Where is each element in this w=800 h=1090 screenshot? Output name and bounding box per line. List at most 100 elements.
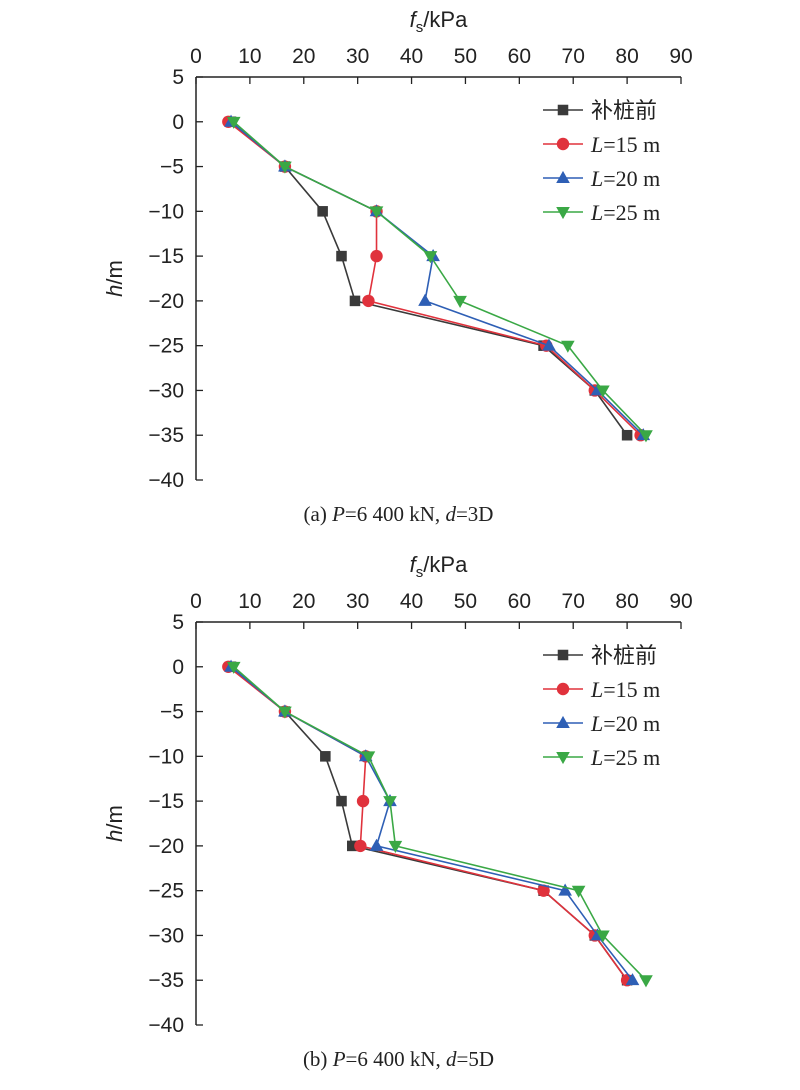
data-point-s1-5 — [349, 295, 361, 307]
data-point-s1-3 — [317, 206, 328, 217]
chart-caption: (b) P=6 400 kN, d=5D — [303, 1047, 494, 1071]
data-point-s2-4 — [356, 794, 370, 808]
data-point-s4-3 — [361, 751, 376, 764]
data-point-s2-5 — [354, 839, 367, 853]
data-point-s1-4 — [336, 250, 347, 262]
y-tick-label: −15 — [148, 245, 184, 268]
x-tick-label: 60 — [508, 590, 531, 613]
legend-label-4: L=25 m — [590, 745, 660, 770]
data-point-s3-8 — [625, 973, 640, 986]
y-tick-label: −35 — [148, 969, 184, 992]
legend-label-3: L=20 m — [590, 166, 660, 191]
plot-area: 0 10 20 30 40 50 60 70 80 9050−5−10−15−20−25−30−3… — [102, 7, 693, 526]
x-tick-label: 40 — [400, 590, 423, 613]
y-tick-label: −20 — [148, 835, 184, 858]
legend-marker-4 — [556, 207, 570, 220]
data-point-s4-2 — [278, 161, 292, 174]
y-axis-title: h/m — [102, 260, 127, 297]
data-point-s2-6 — [537, 884, 550, 897]
data-point-s4-7 — [596, 930, 610, 943]
legend-label-2: L=15 m — [590, 677, 660, 702]
data-point-s4-1 — [226, 661, 241, 674]
y-tick-label: −25 — [148, 335, 184, 358]
data-point-s4-4 — [383, 796, 397, 809]
series-line-3 — [230, 666, 634, 981]
y-tick-label: −40 — [148, 469, 184, 492]
y-tick-label: −5 — [160, 156, 184, 179]
data-point-s4-6 — [571, 885, 586, 898]
series-line-3 — [230, 121, 644, 436]
data-point-s4-1 — [226, 116, 241, 129]
x-tick-label: 70 — [562, 590, 585, 613]
data-point-s4-2 — [278, 706, 292, 719]
legend-marker-2 — [556, 682, 570, 696]
x-axis-title: fs/kPa — [410, 7, 468, 36]
legend-marker-3 — [556, 715, 570, 728]
data-point-s4-4 — [423, 251, 438, 264]
legend-marker-1 — [557, 649, 569, 661]
x-tick-label: 60 — [508, 45, 531, 68]
legend-marker-3 — [556, 170, 570, 183]
chart-b: 0 10 20 30 40 50 60 70 80 9050−5−10−15−20−25−30−3… — [102, 552, 693, 1071]
legend-label-4: L=25 m — [590, 200, 660, 225]
data-point-s4-5 — [453, 295, 467, 309]
legend-marker-2 — [556, 137, 570, 151]
x-tick-label: 30 — [346, 45, 369, 68]
x-tick-label: 10 — [238, 45, 261, 68]
y-tick-label: −35 — [148, 424, 184, 447]
y-tick-label: −10 — [148, 745, 184, 768]
y-tick-label: −25 — [148, 880, 184, 903]
data-point-s4-8 — [639, 975, 653, 988]
y-tick-label: −10 — [148, 200, 184, 223]
data-point-s4-5 — [388, 840, 403, 854]
data-point-s3-6 — [542, 338, 556, 351]
data-point-s1-3 — [320, 751, 331, 762]
data-point-s3-6 — [558, 883, 572, 896]
x-tick-label: 90 — [669, 590, 692, 613]
data-point-s2-4 — [370, 249, 383, 263]
x-tick-label: 50 — [454, 590, 477, 613]
data-point-s4-6 — [561, 340, 575, 353]
legend-label-3: L=20 m — [590, 711, 660, 736]
data-point-s4-3 — [369, 206, 384, 219]
x-tick-label: 50 — [454, 45, 477, 68]
legend-label-1: 补桩前 — [591, 643, 657, 668]
legend-marker-4 — [556, 752, 570, 765]
y-tick-label: −20 — [148, 290, 184, 313]
data-point-s1-8 — [621, 429, 633, 441]
data-point-s3-5 — [369, 838, 384, 851]
y-tick-label: −30 — [148, 379, 184, 402]
data-point-s3-5 — [418, 293, 432, 306]
data-point-s4-7 — [596, 385, 610, 398]
data-point-s2-5 — [362, 294, 375, 308]
y-tick-label: 5 — [172, 66, 184, 89]
data-point-s1-4 — [336, 795, 347, 807]
x-axis-title: fs/kPa — [410, 552, 468, 581]
chart-a: 0 10 20 30 40 50 60 70 80 9050−5−10−15−20−25−30−3… — [102, 7, 693, 526]
x-tick-label: 40 — [400, 45, 423, 68]
y-tick-label: −30 — [148, 924, 184, 947]
x-tick-label: 20 — [292, 45, 315, 68]
x-tick-label: 20 — [292, 590, 315, 613]
x-tick-label: 30 — [346, 590, 369, 613]
y-tick-label: 5 — [172, 611, 184, 634]
x-tick-label: 80 — [615, 590, 638, 613]
data-point-s4-8 — [639, 430, 653, 443]
x-tick-label: 10 — [238, 590, 261, 613]
series-line-4 — [233, 666, 647, 981]
y-axis-title: h/m — [102, 805, 127, 842]
series-line-4 — [233, 121, 647, 436]
legend-label-2: L=15 m — [590, 132, 660, 157]
plot-area: 0 10 20 30 40 50 60 70 80 9050−5−10−15−20−25−30−3… — [102, 552, 693, 1071]
y-tick-label: −15 — [148, 790, 184, 813]
y-tick-label: −40 — [148, 1014, 184, 1037]
legend-label-1: 补桩前 — [591, 98, 657, 123]
x-tick-label: 0 — [190, 590, 202, 613]
y-tick-label: −5 — [160, 701, 184, 724]
y-tick-label: 0 — [172, 656, 184, 679]
data-point-s1-5 — [347, 840, 358, 852]
x-tick-label: 90 — [669, 45, 692, 68]
x-tick-label: 70 — [562, 45, 585, 68]
chart-caption: (a) P=6 400 kN, d=3D — [304, 502, 494, 526]
x-tick-label: 80 — [615, 45, 638, 68]
